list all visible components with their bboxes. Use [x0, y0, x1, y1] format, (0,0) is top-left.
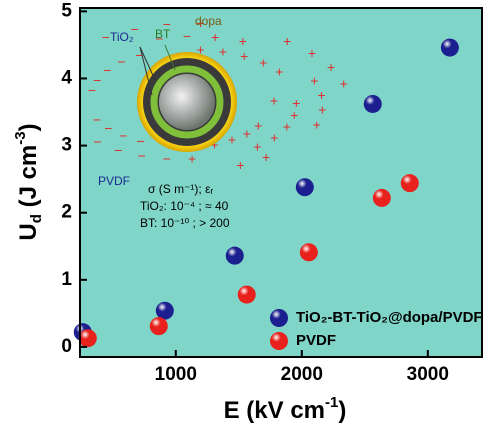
y-label-sup: -3	[12, 131, 29, 144]
charge: +	[219, 43, 227, 59]
note: σ (S m⁻¹); εᵣ	[148, 182, 213, 196]
charge: +	[283, 33, 291, 49]
charge: −	[135, 47, 143, 63]
charge: +	[197, 15, 205, 31]
point	[295, 178, 314, 197]
y-tick-label: 4	[61, 67, 72, 88]
charge: −	[88, 82, 96, 98]
charge: +	[340, 75, 348, 91]
point	[372, 188, 391, 207]
charge: −	[183, 28, 191, 44]
frame	[79, 7, 483, 358]
charge: +	[310, 73, 318, 89]
x-label-part: )	[338, 397, 346, 424]
charge: +	[313, 116, 321, 132]
y-tick-label: 0	[61, 336, 72, 357]
bt-layer	[150, 65, 224, 139]
x-tick-label: 2000	[281, 364, 323, 385]
point	[155, 301, 174, 320]
charge: −	[131, 21, 139, 37]
charge: +	[253, 139, 261, 155]
charge: +	[239, 33, 247, 49]
x-label-part: E (kV cm	[224, 397, 325, 424]
charge: +	[283, 119, 291, 135]
point	[400, 174, 419, 193]
charge: +	[188, 150, 196, 166]
charge: −	[102, 29, 110, 45]
charge: +	[254, 118, 262, 134]
point	[363, 94, 382, 113]
charge: +	[275, 63, 283, 79]
pointer	[164, 44, 176, 71]
label: TiO₂	[110, 30, 134, 44]
x-axis-label: E (kV cm-1)	[224, 394, 347, 424]
charge: −	[138, 147, 146, 163]
charge: +	[317, 87, 325, 103]
charge: +	[228, 132, 236, 148]
charge: −	[103, 62, 111, 78]
x-label-sup: -1	[325, 394, 338, 411]
y-axis-label: Ud (J cm-3)	[12, 123, 45, 240]
point	[225, 246, 244, 265]
charge: −	[93, 72, 101, 88]
legend-label: TiO₂-BT-TiO₂@dopa/PVDF	[296, 309, 483, 326]
label: dopa	[195, 14, 222, 28]
point	[237, 285, 256, 304]
legend-marker	[270, 309, 288, 327]
note: BT: 10⁻¹⁰ ; > 200	[140, 216, 230, 230]
charge: −	[93, 134, 101, 150]
charge: +	[270, 93, 278, 109]
y-label-part: )	[15, 123, 42, 131]
y-label-part: (J cm	[15, 145, 42, 214]
legend-label: PVDF	[296, 332, 336, 349]
x-tick-label: 1000	[155, 364, 197, 385]
x-tick-label: 3000	[407, 364, 449, 385]
charge: −	[136, 133, 144, 149]
charge: +	[262, 149, 270, 165]
y-tick-label: 1	[61, 269, 72, 290]
charge: −	[163, 150, 171, 166]
charge: +	[290, 107, 298, 123]
charge: +	[259, 55, 267, 71]
charge: −	[119, 128, 127, 144]
charge: +	[327, 59, 335, 75]
label: PVDF	[98, 174, 130, 188]
charge: −	[93, 111, 101, 127]
charge: +	[308, 45, 316, 61]
point	[149, 317, 168, 336]
charge: +	[243, 125, 251, 141]
charge: +	[270, 129, 278, 145]
point	[440, 38, 459, 57]
charge: +	[292, 95, 300, 111]
y-label-part: U	[15, 223, 42, 240]
charge: +	[196, 41, 204, 57]
charge: +	[211, 29, 219, 45]
y-tick-label: 3	[61, 135, 72, 156]
point	[78, 329, 97, 348]
charge: −	[114, 142, 122, 158]
pointer	[139, 46, 156, 81]
inset: +−+++−+−+++−−++−+−+++−−++−+−−++−−+++− +−−…	[88, 14, 348, 230]
charge: +	[240, 48, 248, 64]
charge: −	[163, 16, 171, 32]
y-label-sub: d	[28, 214, 45, 223]
charge: +	[236, 157, 244, 173]
y-tick-label: 5	[61, 0, 72, 21]
core	[159, 74, 215, 130]
charges: +−+++−+−+++−−++−+−+++−−++−+−−++−−+++− +−−…	[88, 15, 348, 173]
note: TiO₂: 10⁻⁴ ; ≈ 40	[140, 199, 229, 213]
y-tick-label: 2	[61, 202, 72, 223]
charge: +	[318, 102, 326, 118]
pointer	[139, 46, 153, 96]
point	[299, 243, 318, 262]
charge: −	[104, 120, 112, 136]
charge: +	[210, 136, 218, 152]
legend-marker	[270, 332, 288, 350]
charge: −	[155, 30, 163, 46]
charge: −	[117, 54, 125, 70]
label: BT	[155, 27, 171, 41]
